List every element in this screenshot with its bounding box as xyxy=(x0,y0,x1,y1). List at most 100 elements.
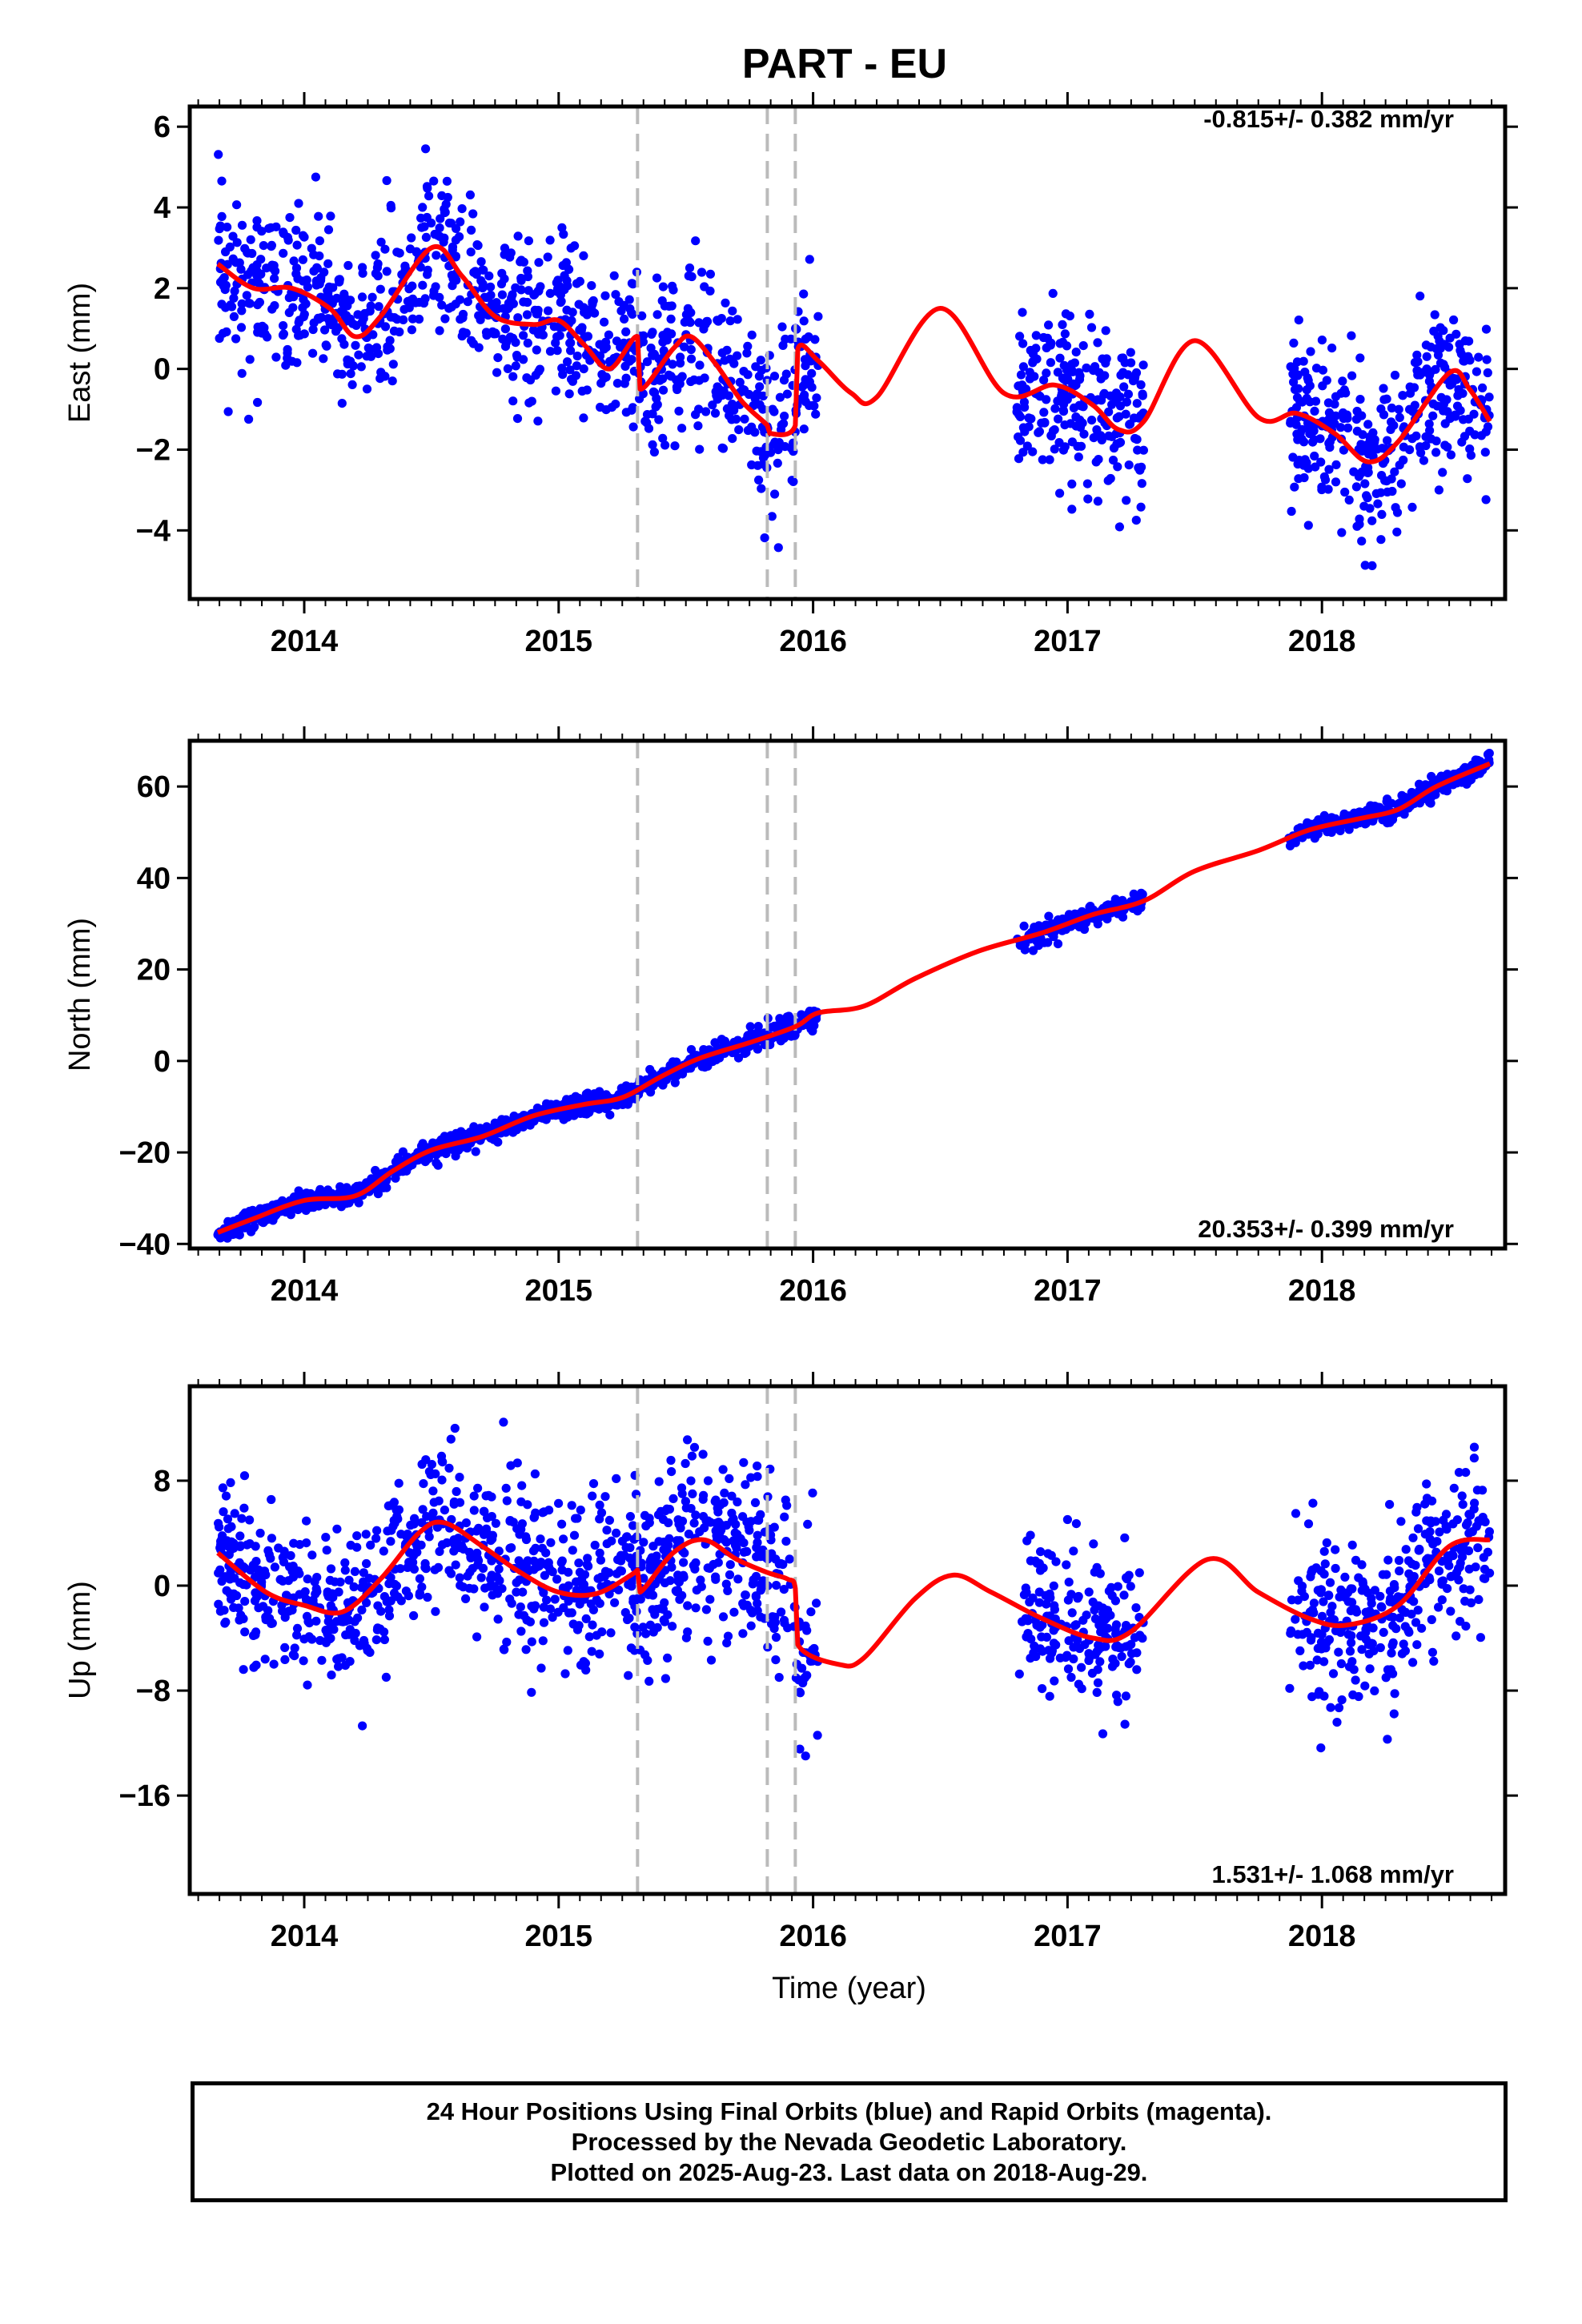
data-point xyxy=(652,1551,661,1561)
data-point xyxy=(597,1627,607,1637)
data-point xyxy=(349,1582,359,1592)
data-point xyxy=(1413,356,1423,367)
data-point xyxy=(251,1630,260,1639)
data-point xyxy=(1367,516,1377,525)
data-point xyxy=(701,1605,712,1614)
data-point xyxy=(499,1417,508,1427)
data-point xyxy=(677,424,687,433)
data-point xyxy=(314,211,323,221)
data-point xyxy=(1390,370,1400,380)
data-point xyxy=(1285,1683,1295,1693)
data-point xyxy=(1053,939,1063,949)
data-point xyxy=(518,1587,528,1597)
data-point xyxy=(442,176,452,186)
data-point xyxy=(735,377,745,387)
data-point xyxy=(781,1537,791,1546)
data-point xyxy=(1399,442,1408,452)
data-point xyxy=(251,1557,261,1566)
data-point xyxy=(1438,468,1447,477)
data-point xyxy=(422,1512,432,1522)
data-point xyxy=(600,291,610,300)
data-point xyxy=(1466,1598,1476,1608)
data-point xyxy=(1417,1623,1427,1633)
data-point xyxy=(275,1574,285,1584)
data-point xyxy=(292,240,302,250)
data-point xyxy=(1069,1546,1078,1556)
data-point xyxy=(579,364,588,374)
data-point xyxy=(307,1634,317,1644)
data-point xyxy=(508,372,518,381)
data-point xyxy=(362,1598,371,1607)
data-point xyxy=(556,296,566,306)
data-point xyxy=(237,220,247,230)
y-axis-title: North (mm) xyxy=(63,918,97,1072)
data-point xyxy=(450,1423,460,1433)
data-point xyxy=(706,1655,717,1665)
data-point xyxy=(481,328,492,337)
data-point xyxy=(1309,435,1319,444)
data-point xyxy=(1484,749,1494,758)
data-point xyxy=(1286,362,1295,372)
data-point xyxy=(299,232,309,242)
data-point xyxy=(772,1581,781,1590)
data-point xyxy=(501,1483,511,1493)
data-point xyxy=(1361,462,1371,472)
data-point xyxy=(540,1570,550,1580)
data-point xyxy=(359,1635,369,1646)
data-point xyxy=(1300,368,1310,377)
data-point xyxy=(223,259,232,269)
data-point xyxy=(530,1469,540,1479)
data-point xyxy=(652,310,662,320)
data-point xyxy=(691,1603,701,1613)
data-point xyxy=(1464,1510,1474,1519)
data-point xyxy=(587,281,596,291)
data-point xyxy=(1292,357,1303,367)
data-point xyxy=(1357,1560,1367,1570)
data-point xyxy=(1401,1545,1411,1554)
data-point xyxy=(1131,1603,1141,1613)
data-point xyxy=(612,1528,621,1538)
data-point xyxy=(648,1605,657,1614)
data-point xyxy=(1340,1572,1350,1582)
data-point xyxy=(756,447,765,456)
data-point xyxy=(1379,1627,1388,1637)
data-point xyxy=(750,394,760,404)
data-point xyxy=(697,1062,707,1072)
data-point xyxy=(1411,1618,1421,1627)
data-point xyxy=(219,1507,228,1517)
data-points xyxy=(213,749,1494,1243)
data-point xyxy=(626,1643,636,1653)
data-point xyxy=(1476,431,1486,440)
data-point xyxy=(604,330,614,340)
data-point xyxy=(559,1534,568,1544)
data-point xyxy=(1434,1566,1444,1576)
data-point xyxy=(321,1638,331,1647)
data-point xyxy=(408,314,418,324)
data-point xyxy=(480,1506,489,1517)
data-point xyxy=(581,1614,591,1623)
data-point xyxy=(579,251,588,260)
data-point xyxy=(1394,1555,1404,1566)
data-point xyxy=(1021,1614,1030,1623)
data-point xyxy=(1049,1626,1058,1635)
data-point xyxy=(1395,1613,1404,1622)
data-point xyxy=(323,225,334,235)
data-point xyxy=(260,1655,270,1664)
data-point xyxy=(352,1531,362,1541)
data-point xyxy=(215,1565,225,1574)
data-point xyxy=(358,1721,367,1731)
data-point xyxy=(255,297,264,308)
data-point xyxy=(545,1604,556,1614)
data-point xyxy=(1435,1527,1444,1537)
data-point xyxy=(643,1655,652,1665)
data-point xyxy=(347,380,357,389)
data-point xyxy=(1437,1595,1447,1605)
data-point xyxy=(565,365,575,375)
data-point xyxy=(214,150,223,159)
data-point xyxy=(382,267,391,276)
data-point xyxy=(1452,1515,1462,1525)
data-point xyxy=(1327,344,1337,353)
data-point xyxy=(725,1474,734,1483)
x-tick-label: 2015 xyxy=(525,1920,593,1953)
